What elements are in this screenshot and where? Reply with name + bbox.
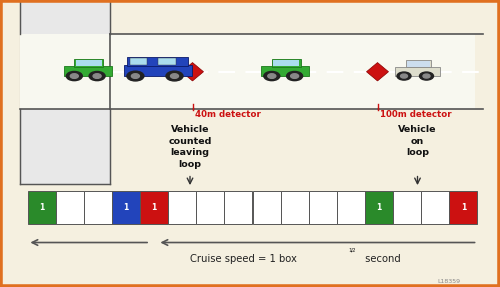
- Circle shape: [268, 74, 276, 78]
- Bar: [196, 191, 224, 224]
- Bar: [309, 191, 337, 224]
- Text: 1: 1: [461, 203, 466, 212]
- Bar: [280, 191, 309, 224]
- Bar: [272, 59, 300, 67]
- Bar: [56, 191, 84, 224]
- Polygon shape: [366, 63, 388, 81]
- Bar: [393, 191, 421, 224]
- Circle shape: [166, 71, 183, 81]
- Text: $\mathregular{_{1\!/\!2}}$: $\mathregular{_{1\!/\!2}}$: [348, 247, 356, 256]
- Bar: [127, 57, 188, 66]
- Bar: [112, 191, 140, 224]
- Circle shape: [423, 74, 430, 78]
- Text: 1: 1: [124, 203, 128, 212]
- Bar: [158, 58, 176, 65]
- Bar: [140, 191, 168, 224]
- Circle shape: [397, 72, 411, 80]
- Text: Vehicle
on
loop: Vehicle on loop: [398, 125, 437, 158]
- Bar: [20, 34, 475, 109]
- Circle shape: [127, 71, 144, 81]
- Bar: [74, 59, 103, 67]
- Circle shape: [93, 74, 101, 78]
- Circle shape: [89, 71, 105, 81]
- Text: 1: 1: [152, 203, 156, 212]
- Circle shape: [70, 74, 78, 78]
- Bar: [130, 58, 148, 65]
- Polygon shape: [182, 63, 204, 81]
- Circle shape: [286, 71, 302, 81]
- Text: 1: 1: [39, 203, 44, 212]
- Bar: [252, 191, 280, 224]
- Bar: [421, 191, 450, 224]
- Bar: [224, 191, 252, 224]
- Text: L18359: L18359: [437, 279, 460, 284]
- Bar: [337, 191, 365, 224]
- Circle shape: [420, 72, 434, 80]
- Bar: [408, 61, 430, 67]
- Text: Vehicle
counted
leaving
loop: Vehicle counted leaving loop: [168, 125, 212, 169]
- Circle shape: [66, 71, 82, 81]
- Circle shape: [290, 74, 298, 78]
- Circle shape: [264, 71, 280, 81]
- Text: 100m detector: 100m detector: [380, 110, 452, 119]
- Bar: [20, 0, 110, 184]
- Text: 40m detector: 40m detector: [195, 110, 261, 119]
- Circle shape: [170, 74, 178, 78]
- Bar: [84, 191, 112, 224]
- Bar: [168, 191, 196, 224]
- Bar: [406, 60, 431, 67]
- Bar: [64, 66, 112, 76]
- Text: Cruise speed = 1 box: Cruise speed = 1 box: [190, 254, 297, 264]
- Bar: [450, 191, 477, 224]
- Circle shape: [400, 74, 407, 78]
- Bar: [28, 191, 56, 224]
- Bar: [273, 60, 299, 66]
- Bar: [124, 65, 192, 76]
- Bar: [365, 191, 393, 224]
- Bar: [76, 60, 102, 66]
- Text: 1: 1: [376, 203, 382, 212]
- Bar: [261, 66, 309, 76]
- Bar: [395, 67, 440, 76]
- Circle shape: [132, 74, 140, 78]
- Text: second: second: [362, 254, 401, 264]
